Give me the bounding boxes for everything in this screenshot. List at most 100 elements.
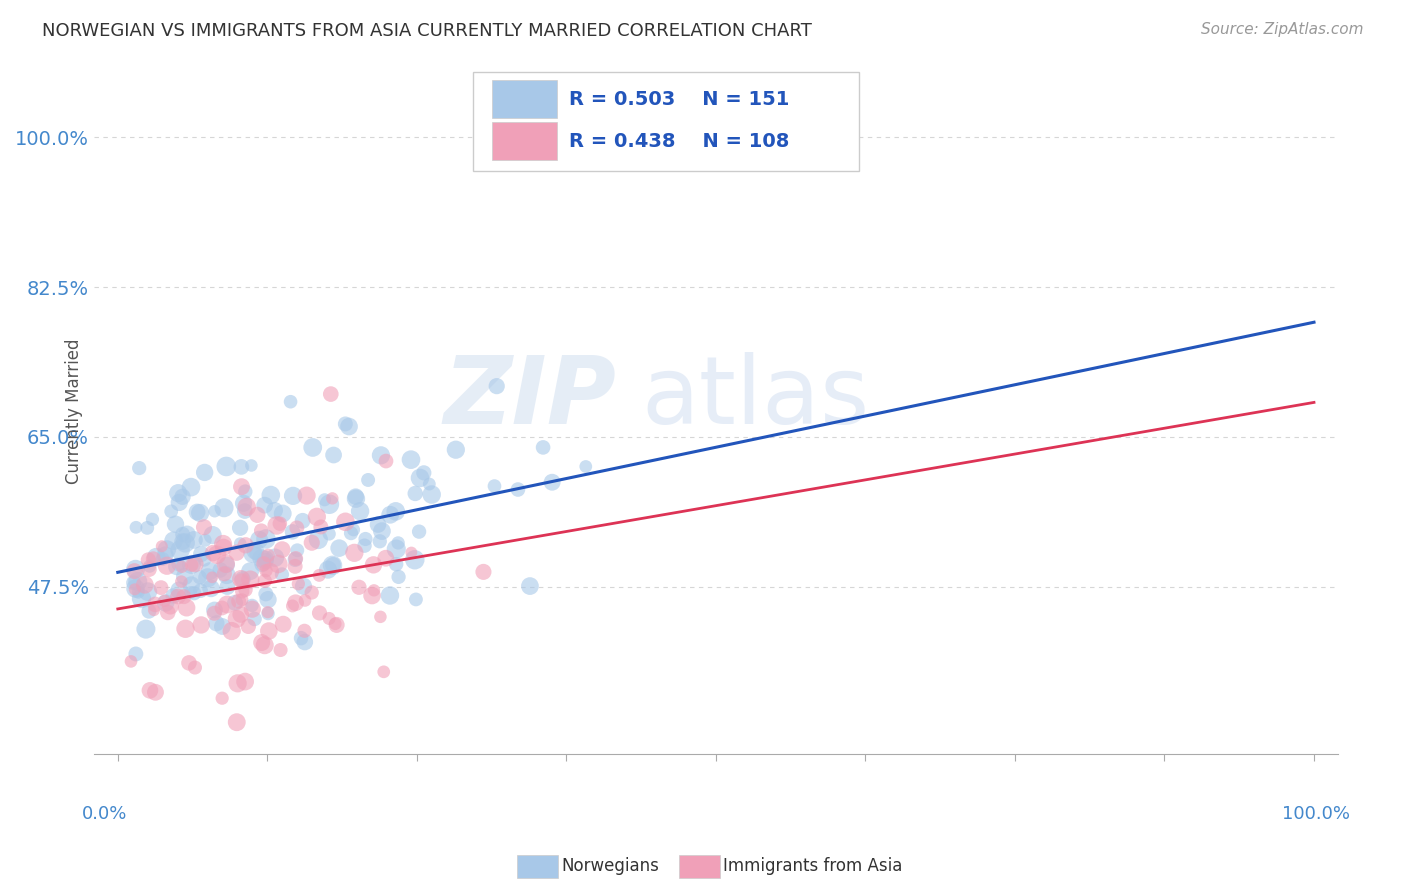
Point (204, 504, 226, 518)
Point (188, 570, 211, 584)
Point (235, 538, 257, 552)
Point (266, 518, 288, 533)
Point (202, 607, 225, 621)
Point (143, 598, 166, 612)
Point (225, 612, 247, 626)
Point (156, 606, 179, 620)
Point (184, 660, 207, 674)
Point (367, 517, 389, 532)
Point (321, 558, 343, 573)
Point (233, 674, 256, 689)
Point (250, 551, 273, 566)
Point (135, 622, 157, 636)
Point (240, 458, 263, 473)
Point (139, 683, 162, 698)
Point (344, 490, 367, 504)
Point (228, 594, 250, 608)
Point (122, 575, 145, 590)
Point (197, 571, 219, 585)
Point (215, 557, 238, 571)
Point (198, 564, 221, 578)
Point (531, 441, 554, 455)
Point (224, 596, 246, 610)
FancyBboxPatch shape (474, 72, 859, 171)
Point (167, 495, 190, 509)
Point (180, 558, 202, 572)
Point (124, 562, 146, 576)
Point (226, 676, 249, 690)
Point (285, 543, 308, 558)
Point (253, 574, 276, 588)
Point (188, 506, 211, 520)
Point (342, 523, 364, 537)
Point (231, 480, 253, 494)
Point (472, 565, 495, 579)
Point (254, 587, 277, 601)
Point (357, 473, 380, 487)
Point (380, 508, 402, 522)
Point (257, 549, 280, 563)
Point (250, 524, 273, 538)
Point (485, 379, 508, 393)
Point (269, 516, 291, 531)
Point (375, 454, 398, 468)
Text: 0.0%: 0.0% (82, 805, 127, 823)
Point (162, 533, 184, 548)
Point (177, 656, 200, 670)
Point (136, 584, 159, 599)
Point (124, 582, 146, 597)
Point (127, 574, 149, 589)
Point (506, 483, 529, 497)
Point (290, 631, 312, 645)
Point (254, 552, 277, 566)
Point (125, 647, 148, 661)
Point (167, 486, 190, 500)
Point (231, 584, 253, 599)
Point (174, 622, 197, 636)
Point (184, 557, 207, 571)
Point (153, 548, 176, 562)
Point (245, 544, 267, 558)
Point (242, 546, 264, 560)
Point (166, 559, 188, 574)
Text: Immigrants from Asia: Immigrants from Asia (723, 857, 903, 875)
Point (284, 596, 307, 610)
Point (136, 521, 159, 535)
Point (353, 539, 375, 553)
Point (271, 617, 294, 632)
Point (328, 541, 350, 555)
Point (150, 581, 173, 595)
Point (318, 497, 340, 511)
Point (301, 441, 323, 455)
Point (285, 521, 308, 535)
Point (257, 624, 280, 638)
Point (169, 543, 191, 558)
Point (232, 572, 254, 586)
Point (314, 492, 336, 507)
Point (408, 524, 430, 539)
Point (170, 559, 193, 574)
Point (322, 448, 344, 462)
Point (152, 552, 174, 566)
Point (167, 558, 190, 572)
Point (235, 582, 257, 597)
Point (253, 498, 276, 512)
Point (183, 533, 205, 547)
Point (253, 638, 276, 652)
Point (229, 607, 252, 622)
Point (294, 624, 316, 638)
Point (172, 534, 194, 549)
Point (484, 479, 506, 493)
Point (295, 489, 318, 503)
Point (239, 573, 262, 587)
FancyBboxPatch shape (492, 80, 557, 119)
Point (214, 566, 236, 581)
Point (174, 536, 197, 550)
Text: 100.0%: 100.0% (1282, 805, 1350, 823)
Point (371, 524, 394, 538)
Point (363, 558, 385, 572)
Point (159, 599, 181, 613)
Point (201, 570, 224, 584)
Point (165, 517, 187, 532)
Point (243, 612, 266, 626)
